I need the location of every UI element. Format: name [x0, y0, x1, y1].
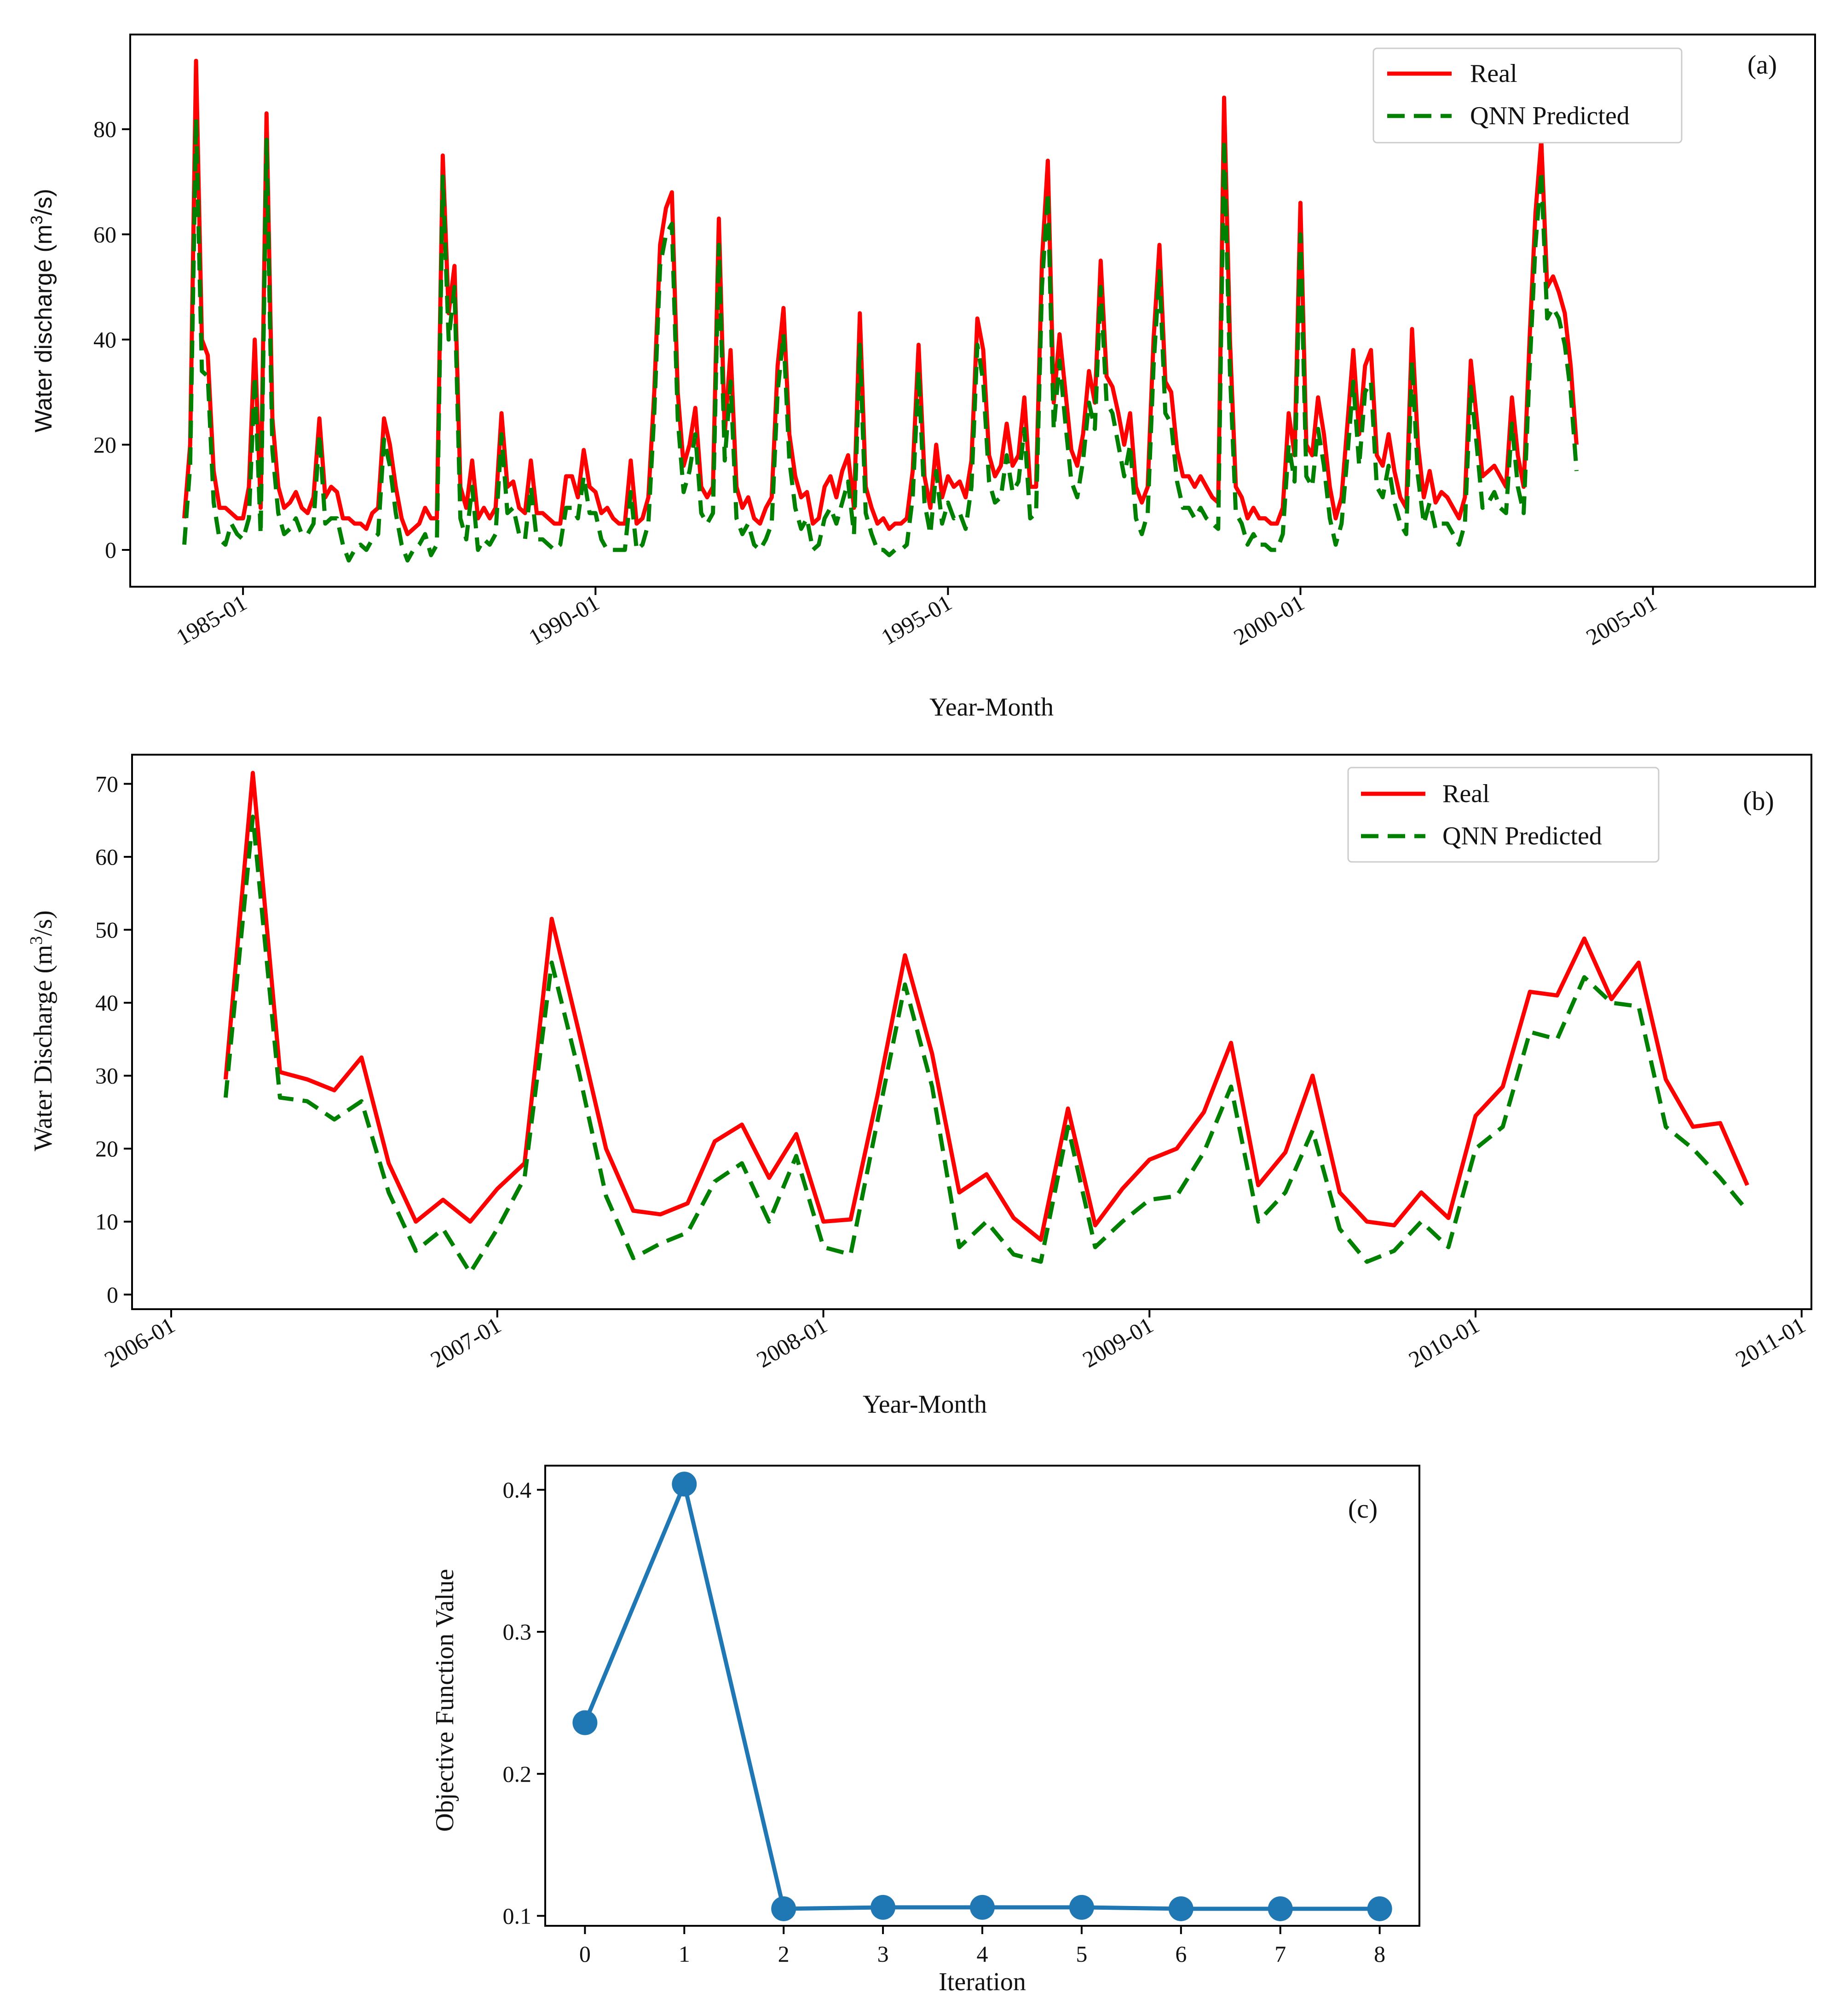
y-tick-label: 0.2	[503, 1761, 532, 1787]
y-axis: 0 10 20 30 40 50 60 70	[95, 771, 132, 1307]
y-axis-title: Water discharge (m3/s)	[27, 189, 58, 433]
x-tick-label: 2008-01	[752, 1312, 831, 1373]
legend: Real QNN Predicted	[1372, 47, 1683, 144]
legend-label-predicted: QNN Predicted	[1442, 822, 1602, 850]
y-axis: 0 20 40 60 80	[93, 116, 130, 563]
series-line-real	[182, 58, 1579, 537]
panel-a: 0 20 40 60 80 1985-01 1990-01 1995-01 2000-01 20…	[27, 34, 1816, 722]
y-tick-label: 80	[93, 116, 116, 142]
data-point	[1168, 1896, 1193, 1921]
x-tick-label: 1985-01	[172, 589, 251, 650]
y-tick-label: 70	[95, 771, 118, 797]
data-point	[1367, 1896, 1392, 1921]
data-point	[871, 1895, 896, 1920]
series-line-objective	[583, 1482, 1380, 1911]
legend-label-predicted: QNN Predicted	[1470, 102, 1630, 130]
plot-frame	[544, 1465, 1420, 1927]
y-tick-label: 50	[95, 917, 118, 943]
x-tick-label: 2005-01	[1582, 589, 1661, 650]
data-point	[572, 1710, 598, 1735]
y-tick-label: 0.4	[503, 1477, 532, 1502]
x-axis-title: Iteration	[939, 1968, 1026, 1996]
x-tick-label: 8	[1374, 1941, 1385, 1967]
y-tick-label: 10	[95, 1209, 118, 1235]
x-tick-label: 7	[1274, 1941, 1286, 1967]
y-tick-label: 0.3	[503, 1619, 532, 1645]
y-tick-label: 30	[95, 1063, 118, 1089]
x-tick-label: 4	[977, 1941, 988, 1967]
y-tick-label: 40	[93, 327, 116, 352]
panel-label-b: (b)	[1743, 786, 1774, 816]
x-tick-label: 2010-01	[1404, 1312, 1483, 1373]
series-line-qnn-predicted	[223, 814, 1749, 1275]
y-axis-title: Objective Function Value	[431, 1569, 459, 1831]
legend-label-real: Real	[1442, 780, 1490, 808]
data-point	[771, 1896, 796, 1921]
y-tick-label: 0.1	[503, 1903, 532, 1929]
series-layer	[572, 1472, 1392, 1921]
x-tick-label: 2007-01	[426, 1312, 505, 1373]
x-tick-label: 2006-01	[100, 1312, 179, 1373]
panel-label-c: (c)	[1348, 1494, 1378, 1524]
y-tick-label: 60	[95, 844, 118, 870]
x-tick-label: 5	[1076, 1941, 1087, 1967]
y-tick-label: 20	[95, 1136, 118, 1161]
data-point	[970, 1895, 995, 1920]
panel-c: 0.1 0.2 0.3 0.4 0 1 2 3 4 5 6 7 8 Objective Functio…	[431, 1465, 1420, 1996]
y-tick-label: 40	[95, 990, 118, 1016]
x-axis-title: Year-Month	[929, 693, 1054, 722]
plot-frame	[131, 754, 1812, 1310]
panel-label-a: (a)	[1747, 50, 1777, 80]
series-layer	[223, 771, 1749, 1275]
x-tick-label: 6	[1175, 1941, 1187, 1967]
x-tick-label: 1990-01	[524, 589, 603, 650]
data-point	[672, 1472, 697, 1497]
data-point	[1268, 1896, 1293, 1921]
x-axis: 0 1 2 3 4 5 6 7 8	[579, 1926, 1385, 1967]
x-tick-label: 3	[877, 1941, 889, 1967]
x-tick-label: 1	[679, 1941, 690, 1967]
y-tick-label: 0	[105, 537, 116, 563]
x-tick-label: 2011-01	[1731, 1312, 1810, 1372]
x-tick-label: 1995-01	[877, 589, 956, 650]
x-axis: 1985-01 1990-01 1995-01 2000-01 2005-01	[172, 587, 1661, 650]
x-axis-title: Year-Month	[863, 1390, 987, 1419]
series-layer	[182, 58, 1579, 563]
series-line-qnn-predicted	[182, 116, 1579, 563]
legend-label-real: Real	[1470, 59, 1517, 88]
x-axis: 2006-01 2007-01 2008-01 2009-01 2010-01 2011-…	[100, 1309, 1810, 1373]
x-tick-label: 2009-01	[1078, 1312, 1157, 1373]
y-axis-title: Water Discharge (m3/s)	[27, 910, 58, 1151]
legend: Real QNN Predicted	[1347, 767, 1660, 863]
y-tick-label: 0	[107, 1282, 118, 1307]
y-tick-label: 20	[93, 432, 116, 457]
plot-frame	[129, 34, 1816, 588]
series-line-real	[223, 771, 1749, 1242]
y-axis: 0.1 0.2 0.3 0.4	[503, 1477, 545, 1929]
x-tick-label: 2	[778, 1941, 790, 1967]
legend-box	[1347, 767, 1660, 863]
y-tick-label: 60	[93, 221, 116, 247]
data-point	[1069, 1895, 1094, 1920]
x-tick-label: 2000-01	[1229, 589, 1309, 650]
x-tick-label: 0	[579, 1941, 591, 1967]
